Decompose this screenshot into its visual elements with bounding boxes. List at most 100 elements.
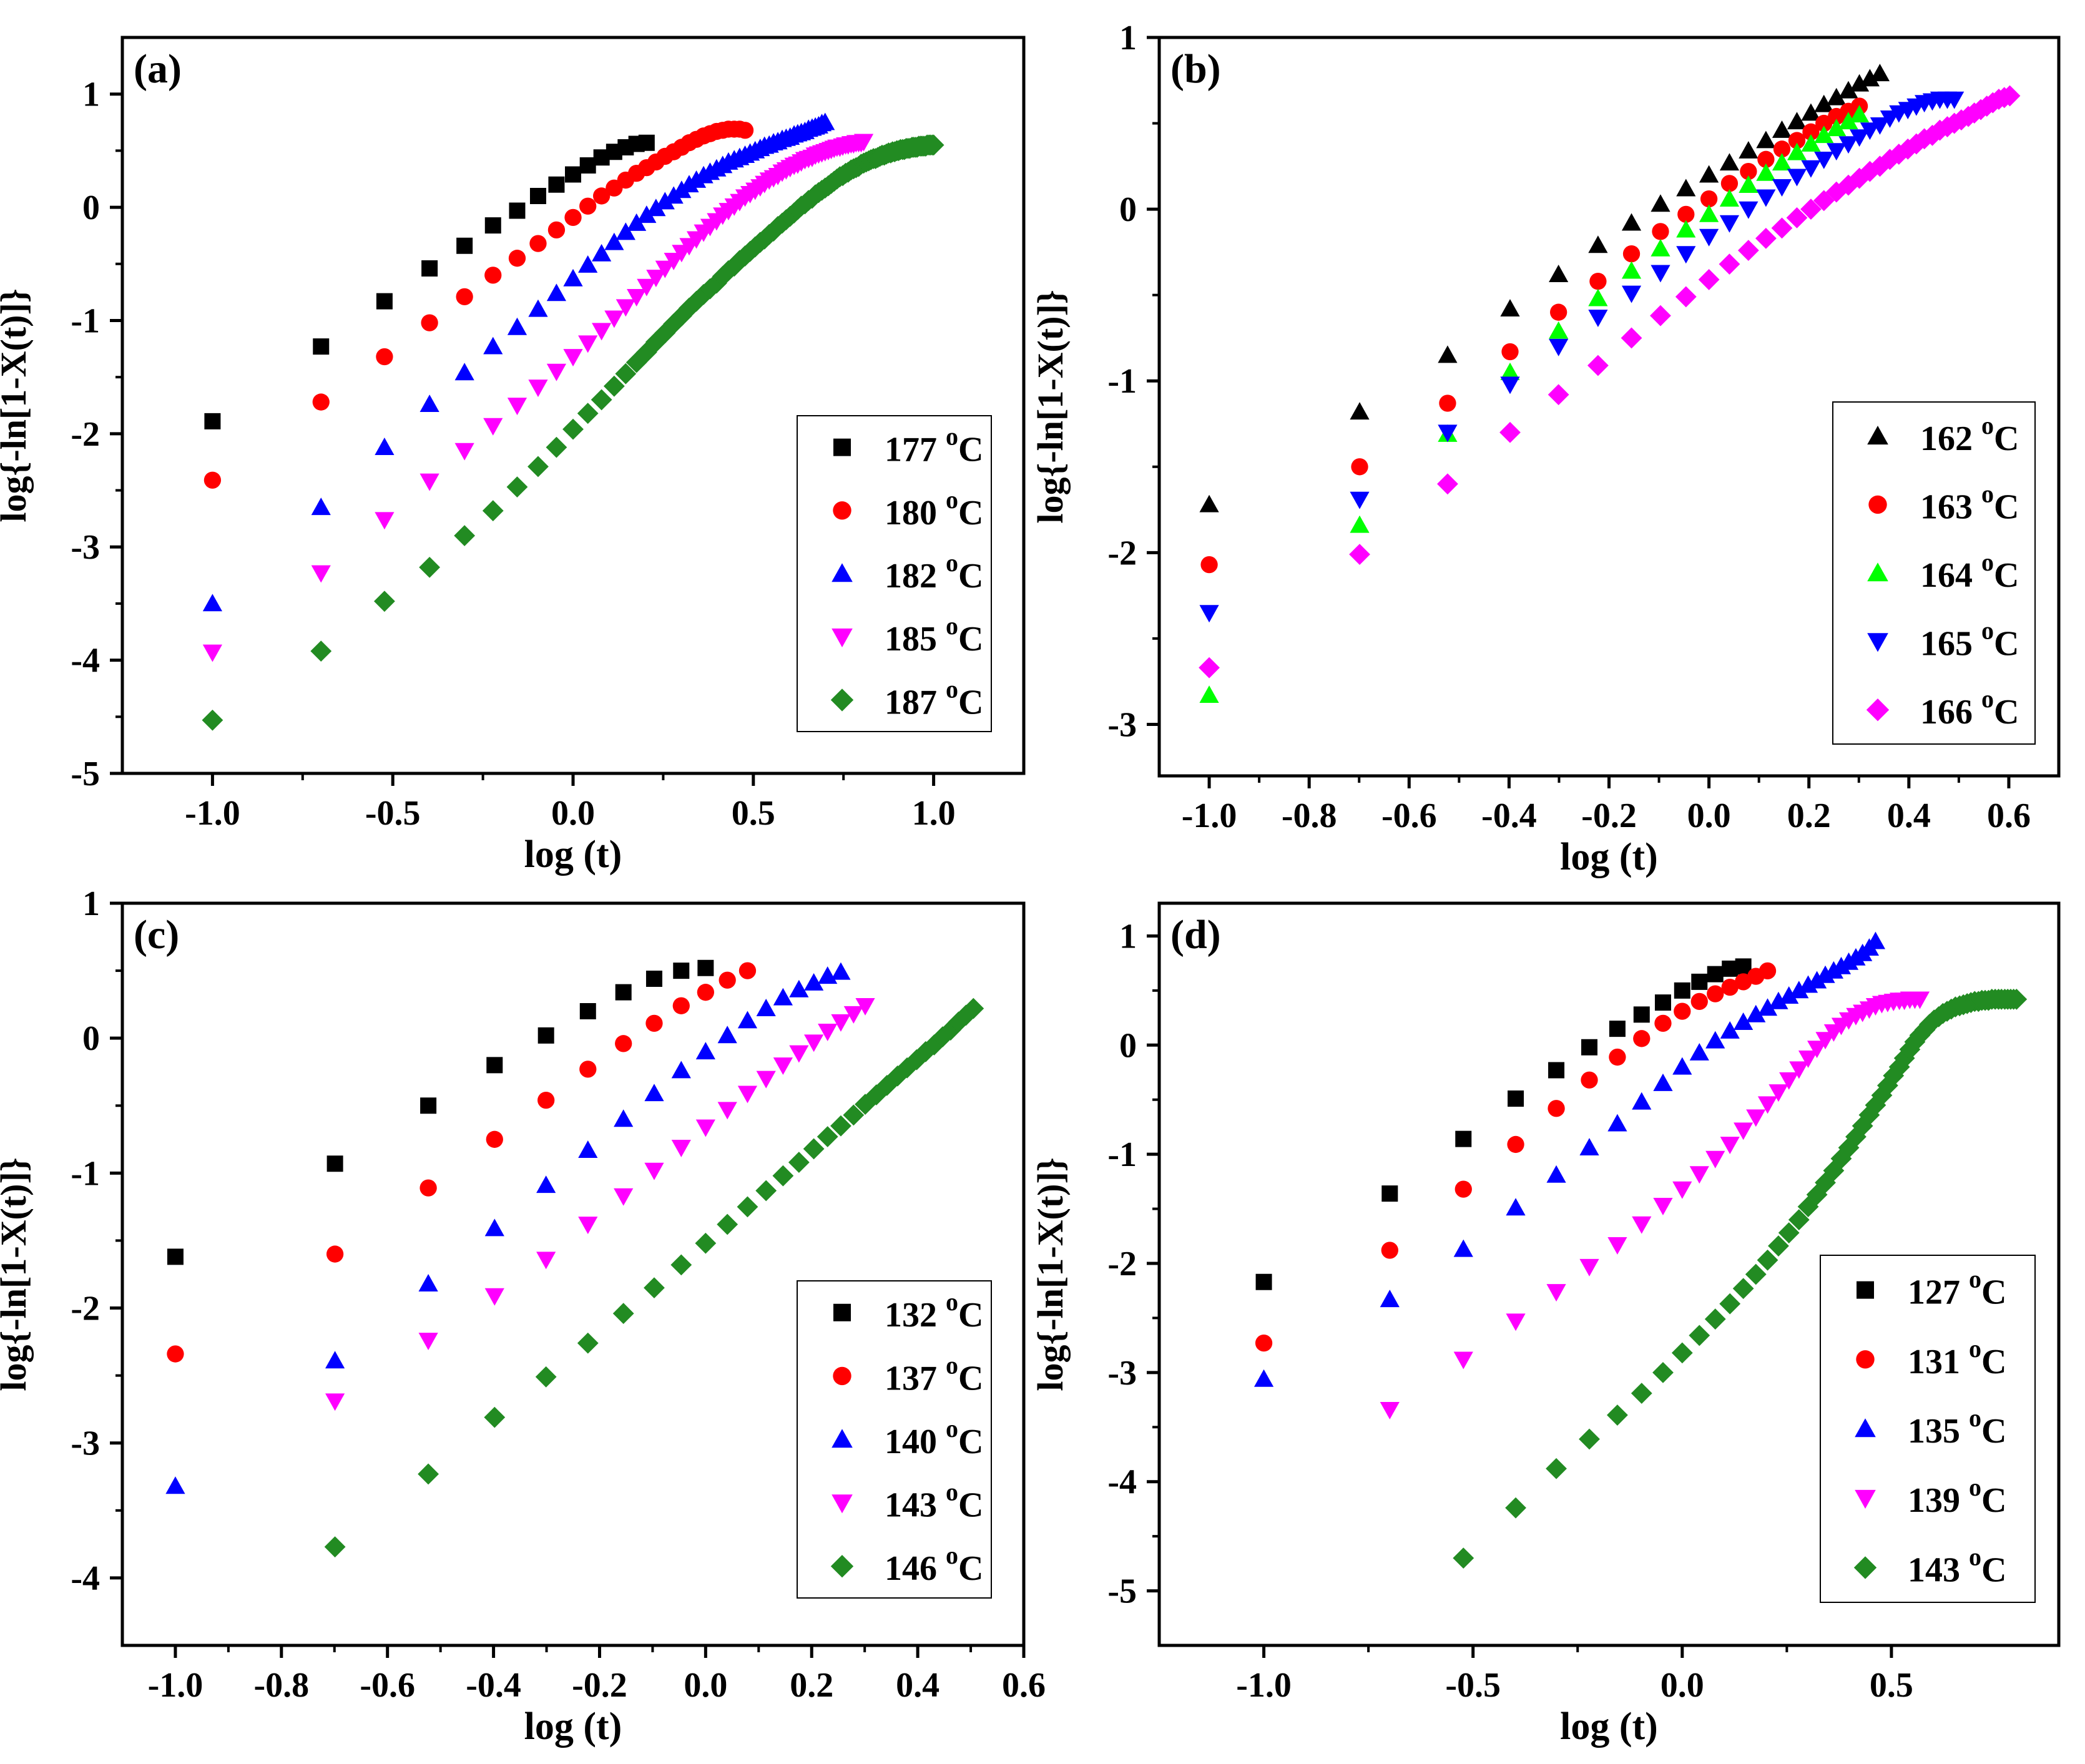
data-point [1699,204,1719,222]
data-point [671,1139,691,1157]
data-point [1719,153,1740,171]
data-point [1581,1039,1597,1056]
data-point [1548,1100,1565,1117]
data-point [1756,163,1776,181]
legend-item: 166 oC [1866,685,2019,732]
data-point [1732,1278,1754,1300]
x-tick-label: 0.4 [896,1666,939,1705]
y-tick-label: -2 [1107,1245,1137,1283]
data-point [1870,64,1890,82]
data-point [1719,215,1740,233]
data-point [527,456,549,478]
data-point [1199,657,1220,679]
data-point [1453,1351,1473,1370]
data-point [695,1232,717,1254]
data-point [484,1288,504,1306]
data-point [736,122,754,139]
x-tick-label: 0.6 [1002,1666,1046,1705]
data-point [529,235,547,252]
data-point [1588,310,1608,328]
y-tick-label: -1 [1107,1135,1137,1174]
data-point [804,1034,824,1052]
data-point [578,1217,598,1235]
data-point [204,471,222,489]
data-point [1768,1235,1789,1257]
legend-item: 135 oC [1855,1404,2006,1451]
x-tick-label: -0.6 [1381,796,1437,835]
data-point [1815,965,1835,983]
legend-item: 137 oC [833,1351,983,1398]
data-point [963,997,984,1019]
legend-label: 143 oC [885,1478,983,1525]
x-tick-label: 1.0 [912,794,956,833]
legend-marker [833,501,851,520]
data-point [1838,81,1858,99]
panels: -1.0 -0.5 0.0 0.5 1.0 -5 -4 -3 -2 -1 0 1 log (t) log{… [0,19,2061,1748]
data-point [1740,162,1757,180]
data-point [1773,140,1791,158]
data-point [1199,685,1219,703]
data-point [1859,160,1881,182]
data-point [817,1126,838,1147]
data-point [313,338,330,355]
data-point [202,709,223,731]
data-point [1945,91,1965,109]
x-tick-label: -0.4 [466,1666,521,1705]
legend-marker [832,563,853,582]
x-tick-label: -1.0 [1236,1666,1292,1705]
series-140 [165,962,851,1494]
y-tick-label: -3 [1107,1354,1137,1393]
data-point [1676,179,1696,197]
data-point [535,1366,557,1388]
series-166 [1199,85,2021,679]
x-tick-label: 0.0 [1661,1666,1704,1705]
data-point [693,283,714,305]
data-point [591,389,612,411]
data-point [1757,1096,1778,1114]
y-axis-title: log{-ln[1-X(t)]} [1030,290,1071,523]
data-point [578,255,598,273]
data-point [1351,458,1368,476]
data-point [1858,1104,1880,1126]
x-tick-label: -0.8 [1282,796,1337,835]
legend-item: 163 oC [1868,479,2019,526]
data-point [1705,1150,1725,1169]
y-axis-title: log{-ln[1-X(t)]} [1030,1157,1071,1391]
series-135 [1253,931,1886,1387]
data-point [627,289,647,306]
data-point [1746,1004,1766,1022]
data-point [486,1130,503,1148]
data-point [1607,1404,1628,1426]
data-point [564,208,582,227]
legend-label: 163 oC [1920,479,2019,526]
data-point [484,1218,504,1237]
legend-item: 127 oC [1857,1265,2006,1312]
data-point [1654,994,1671,1011]
data-point [1549,338,1569,356]
panel-0: -1.0 -0.5 0.0 0.5 1.0 -5 -4 -3 -2 -1 0 1 log (t) log{… [0,36,1026,876]
data-point [1632,1092,1652,1110]
data-point [923,134,944,156]
data-point [818,1024,838,1041]
x-tick-label: 0.0 [684,1666,727,1705]
data-point [1757,998,1778,1016]
data-point [592,187,611,205]
data-point [420,1097,437,1114]
data-point [1721,978,1739,996]
legend-item: 182 oC [832,549,983,595]
data-point [831,1014,851,1032]
data-point [789,979,809,997]
data-point [1633,1006,1650,1023]
data-point [738,962,757,979]
y-tick-label: -3 [71,528,100,567]
data-point [536,1175,556,1193]
data-point [772,1165,794,1187]
data-point [1735,958,1752,975]
data-point [1690,992,1708,1011]
data-point [1806,1183,1828,1205]
data-point [1720,1021,1740,1039]
series-137 [167,962,757,1363]
data-point [1910,991,1930,1009]
data-point [1707,985,1724,1002]
data-point [562,418,584,440]
